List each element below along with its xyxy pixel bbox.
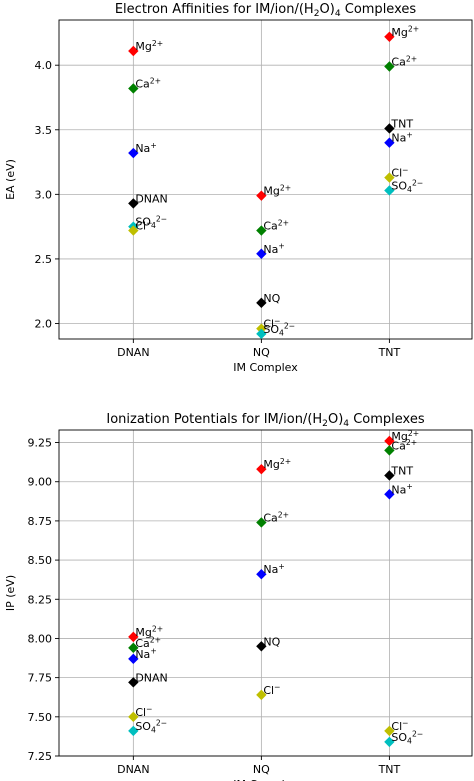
y-tick-label: 7.50 [28,711,53,724]
y-tick-label: 8.50 [28,554,53,567]
point-label: SO42− [135,214,167,230]
point-label: Ca2+ [391,54,417,68]
data-point [384,489,395,500]
data-point [384,445,395,456]
point-label: TNT [390,464,413,477]
x-axis-label: IM Complex [233,778,298,781]
point-label: Cl− [391,719,408,733]
point-label: Cl− [135,218,152,232]
chart-title: Electron Affinities for IM/ion/(H2O)4 Co… [115,2,417,19]
chart-panel-1: 2.0 2.5 3.0 3.5 4.0 DNAN NQ TNT Electron Affinit… [4,2,473,374]
point-label: Na+ [391,131,412,145]
point-label: Mg2+ [135,39,163,53]
data-point [128,198,139,209]
data-point [256,641,267,652]
point-label: Ca2+ [263,510,289,524]
data-point [256,248,267,259]
y-tick-label: 3.0 [35,188,53,201]
data-point [384,185,395,196]
point-label: Cl− [263,683,280,697]
data-point [256,190,267,201]
chart-title: Ionization Potentials for IM/ion/(H2O)4 … [106,412,424,429]
data-point [256,517,267,528]
point-label: SO42− [391,730,423,746]
data-point [128,45,139,57]
y-tick-label: 8.00 [28,632,53,645]
y-tick-label: 9.00 [28,476,53,489]
plot-frame [58,429,473,757]
data-point [256,225,267,236]
data-point [384,137,395,148]
x-tick-label: TNT [378,346,401,359]
x-tick-label: DNAN [117,346,149,359]
point-label: TNT [390,117,413,130]
point-label: Mg2+ [263,183,291,197]
point-label: NQ [263,635,280,648]
point-label: NQ [263,292,280,305]
point-label: SO42− [135,719,167,735]
point-label: Na+ [263,562,284,576]
data-point [384,736,395,748]
data-point [256,328,267,340]
point-label: DNAN [135,671,167,684]
plot-frame [58,19,473,340]
data-point [384,172,395,183]
point-label: Mg2+ [263,457,291,471]
y-tick-label: 4.0 [35,59,53,72]
data-point [256,297,267,309]
data-point [384,725,395,737]
point-label: DNAN [135,192,167,205]
point-label: Mg2+ [391,25,419,39]
y-tick-label: 2.5 [35,253,53,266]
chart-panel-2: 7.25 7.50 7.75 8.00 8.25 8.50 8.75 9.00 9.25 DNAN… [4,412,473,781]
y-axis-label: EA (eV) [4,159,17,200]
point-label: Na+ [135,141,156,155]
data-point [128,677,139,688]
data-point [384,470,395,481]
y-tick-label: 8.75 [28,515,53,528]
point-label: Ca2+ [263,218,289,232]
data-point [384,61,395,72]
point-label: Na+ [391,482,412,496]
data-point [384,435,395,447]
data-point [256,568,267,580]
x-tick-label: NQ [253,763,270,776]
x-tick-label: TNT [378,763,401,776]
data-point [128,631,139,643]
point-label: Mg2+ [135,625,163,639]
x-axis-label: IM Complex [233,361,298,374]
point-label: SO42− [263,322,295,338]
data-point [256,463,267,475]
data-point [128,225,139,236]
x-tick-label: NQ [253,346,270,359]
point-label: Na+ [135,647,156,661]
data-point [384,31,395,42]
y-axis-label: IP (eV) [4,575,17,611]
point-label: Ca2+ [135,76,161,90]
point-label: Cl− [391,165,408,179]
y-tick-label: 7.25 [28,750,53,763]
data-point [128,147,139,159]
data-point [128,653,139,665]
x-tick-label: DNAN [117,763,149,776]
point-label: Na+ [263,242,284,256]
point-label: SO42− [391,178,423,194]
point-label: Ca2+ [135,636,161,650]
data-point [128,711,139,723]
data-point [256,689,267,701]
y-tick-label: 2.0 [35,318,53,331]
data-point [128,642,139,654]
data-point [128,725,139,737]
point-label: Cl− [263,316,280,330]
point-label: Ca2+ [391,438,417,452]
y-tick-label: 7.75 [28,672,53,685]
data-point [384,123,395,134]
data-point [128,83,139,94]
y-tick-label: 9.25 [28,437,53,450]
y-tick-label: 3.5 [35,124,53,137]
point-label: Cl− [135,705,152,719]
point-label: Mg2+ [391,429,419,443]
y-tick-label: 8.25 [28,593,53,606]
